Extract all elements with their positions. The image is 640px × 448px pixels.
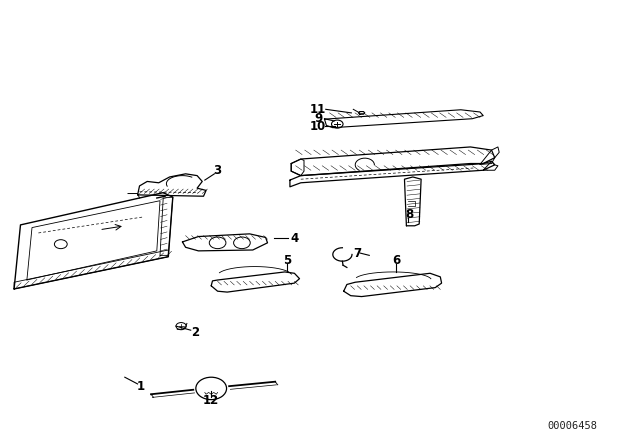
- Text: 10: 10: [310, 120, 326, 133]
- Text: 6: 6: [393, 254, 401, 267]
- Text: 2: 2: [191, 326, 199, 339]
- Text: 9: 9: [314, 112, 322, 125]
- Text: 00006458: 00006458: [548, 421, 598, 431]
- Text: 11: 11: [310, 103, 326, 116]
- Text: 7: 7: [353, 246, 361, 260]
- Text: 8: 8: [406, 207, 413, 221]
- Text: 5: 5: [283, 254, 291, 267]
- Text: 4: 4: [291, 232, 298, 245]
- Text: 3: 3: [214, 164, 221, 177]
- Text: 12: 12: [203, 394, 220, 408]
- Text: 1: 1: [137, 379, 145, 393]
